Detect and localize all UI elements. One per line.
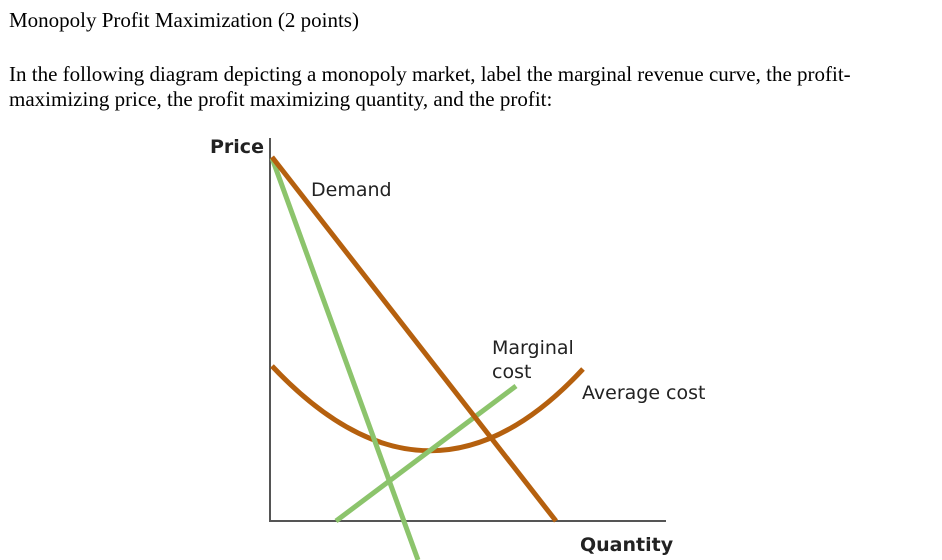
marginal-cost-label-line2: cost	[492, 361, 531, 383]
marginal-cost-label-line1: Marginal	[492, 337, 574, 359]
question-text: In the following diagram depicting a mon…	[9, 62, 851, 111]
y-axis-label: Price	[210, 136, 264, 158]
question-title: Monopoly Profit Maximization (2 points)	[9, 8, 359, 32]
average-cost-label: Average cost	[582, 382, 705, 404]
x-axis-label: Quantity	[580, 534, 674, 556]
average-cost-curve	[270, 364, 585, 454]
demand-label: Demand	[311, 179, 392, 201]
marginal-cost-curve	[334, 384, 518, 523]
marginal-revenue-curve	[269, 157, 421, 560]
demand-curve	[270, 155, 558, 523]
